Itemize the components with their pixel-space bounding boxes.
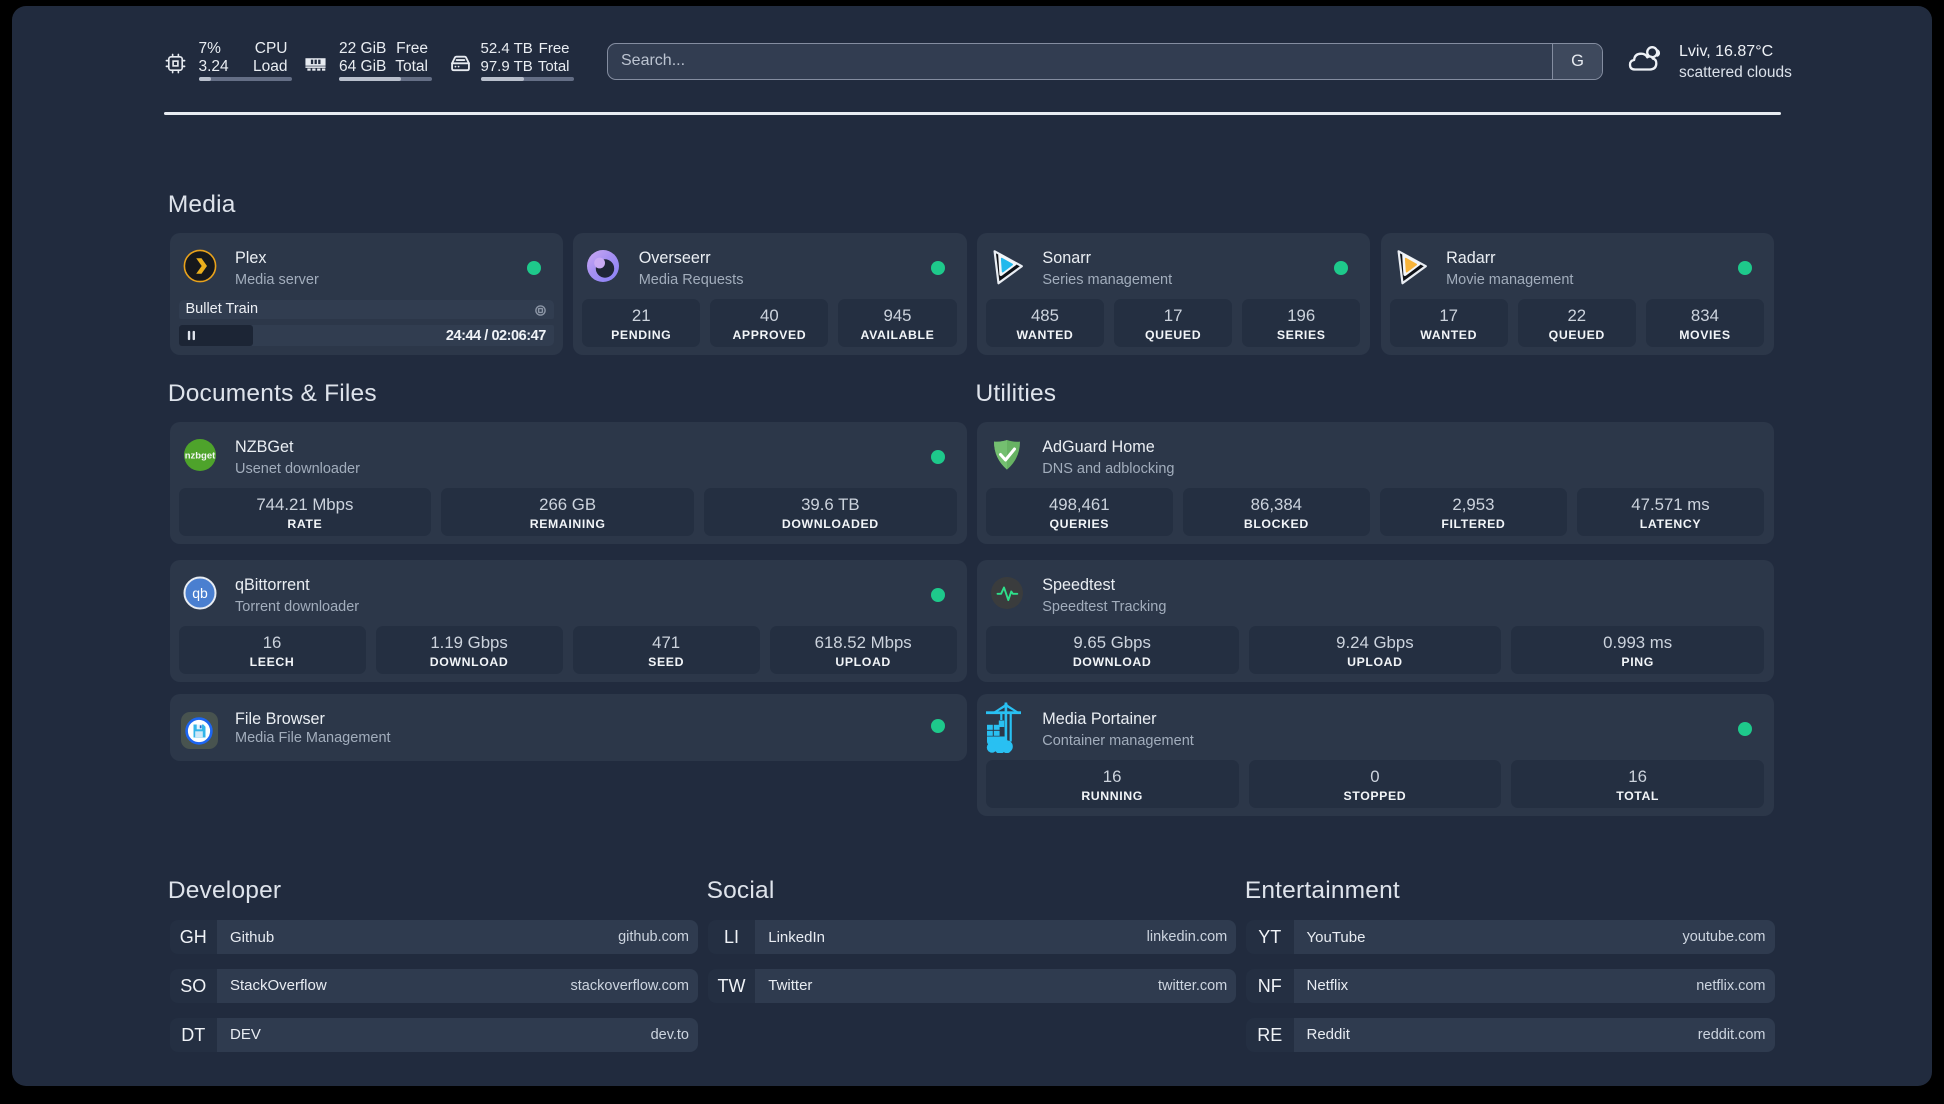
svg-text:nzbget: nzbget: [184, 451, 215, 462]
svg-text:qb: qb: [192, 585, 208, 601]
